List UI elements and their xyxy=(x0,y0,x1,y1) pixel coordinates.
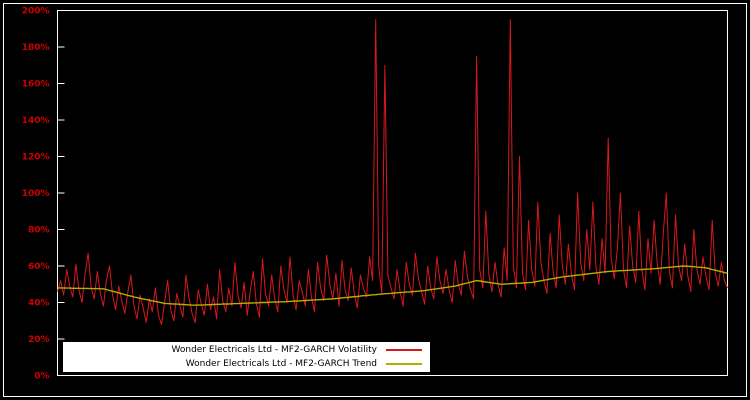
legend-label-trend: Wonder Electricals Ltd - MF2-GARCH Trend xyxy=(185,359,377,369)
y-tick-label: 80% xyxy=(28,226,50,236)
legend-label-volatility: Wonder Electricals Ltd - MF2-GARCH Volat… xyxy=(171,345,378,355)
y-tick-label: 60% xyxy=(28,262,50,272)
legend-box: Wonder Electricals Ltd - MF2-GARCH Volat… xyxy=(63,342,430,372)
legend-item-trend: Wonder Electricals Ltd - MF2-GARCH Trend xyxy=(67,358,422,371)
trend-line-swatch xyxy=(386,363,422,365)
y-tick-label: 140% xyxy=(22,116,50,126)
y-tick-label: 160% xyxy=(22,80,50,90)
y-tick-label: 0% xyxy=(34,372,49,382)
y-tick-label: 120% xyxy=(22,153,50,163)
volatility-series-line xyxy=(57,19,728,325)
y-tick-label: 180% xyxy=(22,43,50,53)
y-tick-label: 100% xyxy=(22,189,50,199)
volatility-line-swatch xyxy=(386,349,422,351)
trend-series-line xyxy=(57,265,728,306)
y-tick-label: 20% xyxy=(28,335,50,345)
legend-item-volatility: Wonder Electricals Ltd - MF2-GARCH Volat… xyxy=(67,344,422,357)
y-tick-label: 200% xyxy=(22,7,50,17)
y-tick-label: 40% xyxy=(28,299,50,309)
outer-frame xyxy=(3,3,747,397)
plot-border xyxy=(57,10,728,376)
